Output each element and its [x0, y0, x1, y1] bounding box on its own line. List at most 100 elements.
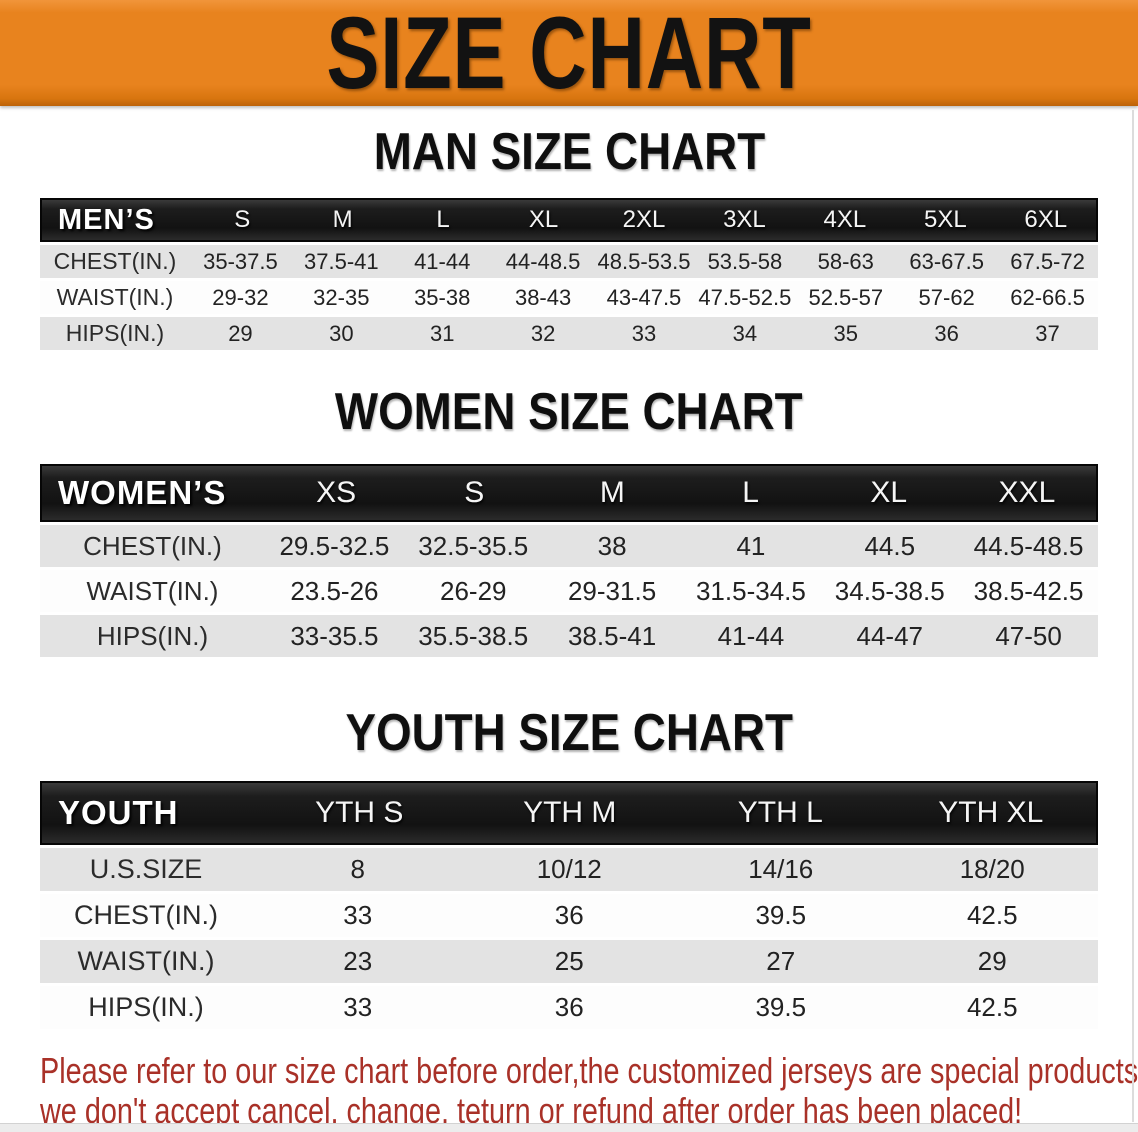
measurement-value: 36	[554, 992, 584, 1022]
measurement-value: 63-67.5	[909, 248, 984, 274]
measurement-row: HIPS(IN.) 33-35.5 35.5-38.5 38.5-41 41-44 44-…	[40, 615, 1098, 657]
size-table: MEN’S S M L XL 2XL 3XL 4XL 5XL 6XL CHEST(IN.) 35-…	[40, 198, 1098, 350]
size-table: WOMEN’S XS S M L XL XXL CHEST(IN.) 29.5-32.5 32…	[40, 464, 1098, 657]
measurement-value: 35.5-38.5	[418, 620, 529, 651]
measurement-value: 35	[833, 320, 859, 346]
size-chart-section: YOUTH SIZE CHART YOUTH YTH S YTH M YTH L YT…	[0, 707, 1138, 1029]
size-column-header: 5XL	[923, 206, 967, 233]
measurement-value: 33-35.5	[290, 620, 379, 651]
measurement-value: 38	[597, 530, 627, 561]
measurement-value: 47.5-52.5	[698, 284, 792, 310]
measurement-value: 58-63	[817, 248, 874, 274]
measurement-value: 38.5-41	[567, 620, 657, 651]
measurement-value: 34	[732, 320, 758, 346]
section-heading: YOUTH SIZE CHART	[0, 707, 1138, 759]
measurement-value: 41-44	[717, 620, 785, 651]
measurement-label: WAIST(IN.)	[86, 575, 219, 606]
banner: SIZE CHART	[0, 0, 1138, 106]
measurement-value: 53.5-58	[707, 248, 783, 274]
measurement-value: 42.5	[966, 992, 1018, 1022]
size-column-header: S	[464, 476, 485, 509]
measurement-value: 32	[530, 320, 556, 346]
disclaimer-line-1: Please refer to our size chart before or…	[40, 1050, 1138, 1091]
measurement-label: WAIST(IN.)	[56, 284, 174, 310]
size-column-header: 2XL	[622, 206, 666, 233]
measurement-value: 8	[350, 854, 365, 884]
measurement-value: 32-35	[313, 284, 370, 310]
size-table: YOUTH YTH S YTH M YTH L YTH XL U.S.SIZE 8 10/…	[40, 781, 1098, 1029]
measurement-value: 31	[429, 320, 455, 346]
size-column-header: 4XL	[823, 206, 867, 233]
measurement-value: 52.5-57	[808, 284, 884, 310]
size-column-header: YTH L	[737, 796, 823, 829]
table-group-label: WOMEN’S	[58, 474, 227, 511]
size-chart-sections: MAN SIZE CHART MEN’S S M L XL 2XL 3XL 4XL 5XL 6X…	[0, 126, 1138, 1029]
measurement-row: HIPS(IN.) 29 30 31 32 33 34 35 36 37	[40, 317, 1098, 350]
measurement-label: HIPS(IN.)	[96, 620, 209, 651]
measurement-value: 29.5-32.5	[279, 530, 390, 561]
measurement-value: 42.5	[966, 900, 1018, 930]
measurement-value: 37.5-41	[304, 248, 379, 274]
measurement-value: 38.5-42.5	[973, 575, 1084, 606]
measurement-value: 36	[554, 900, 584, 930]
table-header-row: MEN’S S M L XL 2XL 3XL 4XL 5XL 6XL	[40, 198, 1098, 242]
measurement-value: 48.5-53.5	[597, 248, 691, 274]
measurement-value: 44-48.5	[505, 248, 581, 274]
measurement-label: WAIST(IN.)	[77, 946, 215, 976]
measurement-label: HIPS(IN.)	[65, 320, 165, 346]
measurement-value: 33	[631, 320, 657, 346]
banner-title: SIZE CHART	[326, 0, 812, 110]
measurement-value: 31.5-34.5	[695, 575, 806, 606]
measurement-value: 39.5	[755, 992, 807, 1022]
measurement-label: CHEST(IN.)	[74, 900, 218, 930]
size-column-header: S	[234, 206, 251, 233]
section-heading: MAN SIZE CHART	[0, 126, 1138, 178]
measurement-value: 27	[766, 946, 796, 976]
measurement-value: 57-62	[918, 284, 975, 310]
measurement-value: 26-29	[439, 575, 507, 606]
size-chart-section: MAN SIZE CHART MEN’S S M L XL 2XL 3XL 4XL 5XL 6X…	[0, 126, 1138, 350]
measurement-value: 39.5	[755, 900, 807, 930]
measurement-value: 41-44	[414, 248, 471, 274]
size-column-header: XL	[528, 206, 559, 233]
measurement-value: 37	[1035, 320, 1060, 346]
size-column-header: XXL	[998, 476, 1056, 509]
size-column-header: M	[599, 476, 625, 509]
measurement-value: 33	[343, 992, 373, 1022]
measurement-row: CHEST(IN.) 29.5-32.5 32.5-35.5 38 41 44.5 44.5…	[40, 525, 1098, 567]
table-header-row: YOUTH YTH S YTH M YTH L YTH XL	[40, 781, 1098, 845]
measurement-value: 25	[554, 946, 584, 976]
table-group-label: MEN’S	[58, 203, 155, 236]
measurement-value: 33	[343, 900, 373, 930]
measurement-value: 44.5-48.5	[973, 530, 1084, 561]
page-edge-bottom	[0, 1123, 1138, 1132]
measurement-value: 43-47.5	[606, 284, 682, 310]
size-column-header: L	[742, 476, 759, 509]
measurement-label: CHEST(IN.)	[83, 530, 222, 561]
table-header-row: WOMEN’S XS S M L XL XXL	[40, 464, 1098, 522]
size-column-header: XL	[870, 476, 908, 509]
measurement-value: 35-38	[414, 284, 471, 310]
section-heading-text: YOUTH SIZE CHART	[345, 704, 793, 762]
size-column-header: M	[332, 206, 353, 233]
measurement-label: U.S.SIZE	[89, 854, 203, 884]
size-chart-section: WOMEN SIZE CHART WOMEN’S XS S M L XL XXL CHES…	[0, 386, 1138, 657]
measurement-value: 14/16	[748, 854, 814, 884]
measurement-value: 10/12	[536, 854, 602, 884]
measurement-value: 34.5-38.5	[834, 575, 945, 606]
measurement-value: 18/20	[959, 854, 1025, 884]
table-group-label: YOUTH	[58, 794, 179, 831]
measurement-row: WAIST(IN.) 23 25 27 29	[40, 940, 1098, 983]
measurement-value: 23	[343, 946, 373, 976]
measurement-row: CHEST(IN.) 35-37.5 37.5-41 41-44 44-48.5 48.5…	[40, 245, 1098, 278]
measurement-label: CHEST(IN.)	[53, 248, 177, 274]
section-heading-text: MAN SIZE CHART	[373, 123, 765, 181]
measurement-value: 38-43	[514, 284, 572, 310]
section-heading: WOMEN SIZE CHART	[0, 386, 1138, 438]
measurement-value: 41	[736, 530, 766, 561]
measurement-value: 30	[329, 320, 354, 346]
size-column-header: 3XL	[723, 206, 766, 233]
measurement-value: 36	[934, 320, 959, 346]
measurement-value: 44-47	[856, 620, 923, 651]
